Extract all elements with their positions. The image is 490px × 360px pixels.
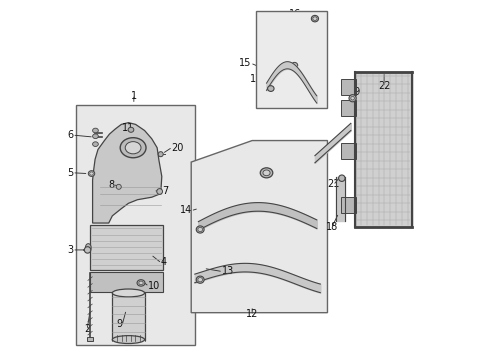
Text: 3: 3 [68, 245, 74, 255]
Text: 18: 18 [326, 222, 338, 232]
Text: 14: 14 [180, 206, 192, 216]
Ellipse shape [196, 276, 204, 283]
Ellipse shape [93, 128, 98, 133]
Ellipse shape [90, 172, 93, 175]
Ellipse shape [139, 281, 143, 285]
Ellipse shape [120, 138, 146, 158]
Text: 16: 16 [289, 9, 301, 19]
Ellipse shape [339, 175, 345, 181]
Bar [87, 337, 93, 341]
Ellipse shape [291, 62, 298, 68]
Bar [341, 79, 356, 95]
Ellipse shape [158, 152, 163, 157]
Bar [76, 105, 195, 345]
Text: 4: 4 [161, 257, 167, 267]
Ellipse shape [198, 278, 202, 282]
Text: 6: 6 [68, 130, 74, 140]
Ellipse shape [351, 96, 354, 100]
Ellipse shape [112, 289, 145, 297]
Ellipse shape [85, 244, 91, 252]
Bar [90, 272, 163, 292]
Text: 1: 1 [131, 91, 137, 101]
Text: 11: 11 [122, 123, 135, 133]
Ellipse shape [93, 134, 98, 139]
Text: 13: 13 [221, 266, 234, 276]
Ellipse shape [260, 168, 273, 178]
Ellipse shape [112, 336, 145, 343]
Text: 12: 12 [246, 310, 258, 319]
Text: 20: 20 [172, 143, 184, 153]
Bar [256, 12, 327, 108]
Ellipse shape [88, 171, 95, 176]
Ellipse shape [116, 184, 122, 189]
Ellipse shape [311, 15, 318, 22]
Text: 22: 22 [378, 81, 391, 91]
Ellipse shape [198, 227, 202, 231]
Bar [90, 225, 163, 270]
Text: 5: 5 [67, 168, 74, 178]
Text: 21: 21 [328, 179, 340, 189]
Text: 8: 8 [108, 180, 114, 190]
Ellipse shape [128, 127, 134, 132]
Ellipse shape [349, 95, 356, 102]
Bar [341, 197, 356, 213]
Text: 15: 15 [239, 58, 251, 68]
Text: 17: 17 [250, 74, 262, 84]
Text: 16: 16 [281, 64, 294, 75]
Text: 9: 9 [116, 319, 122, 329]
Ellipse shape [93, 142, 98, 147]
Ellipse shape [313, 17, 317, 21]
Bar [112, 293, 145, 339]
Text: 2: 2 [84, 324, 90, 334]
Bar [341, 100, 356, 116]
Polygon shape [191, 140, 327, 313]
Text: 10: 10 [148, 281, 160, 291]
Ellipse shape [196, 226, 204, 233]
Text: 7: 7 [162, 186, 168, 197]
Ellipse shape [125, 141, 141, 154]
Ellipse shape [263, 170, 270, 176]
Polygon shape [93, 123, 162, 223]
Ellipse shape [268, 86, 274, 91]
Ellipse shape [84, 247, 91, 253]
Ellipse shape [157, 189, 163, 194]
Bar [355, 72, 412, 226]
Ellipse shape [137, 280, 145, 286]
Bar [341, 143, 356, 159]
Text: 19: 19 [349, 87, 362, 97]
